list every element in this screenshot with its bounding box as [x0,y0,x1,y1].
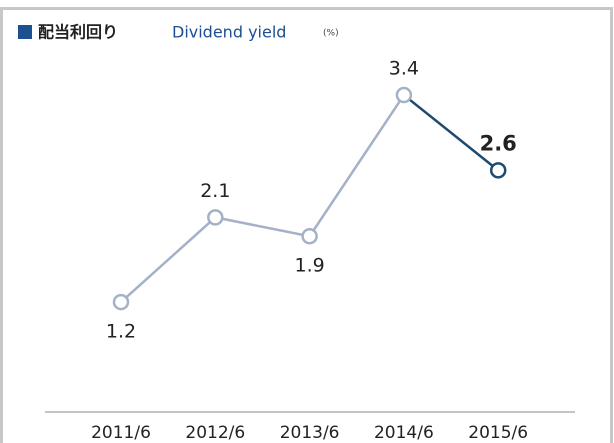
data-label: 1.9 [294,255,324,277]
x-tick-label: 2014/6 [374,423,434,443]
point [207,209,224,226]
point [301,227,318,245]
chart-title: 配当利回り [38,23,118,42]
point [112,293,130,311]
line [120,94,405,304]
data-label: 2.6 [480,131,517,155]
x-tick-label: 2011/6 [91,423,151,443]
x-tick-label: 2013/6 [280,423,340,443]
frame [0,7,613,443]
unit-label: (%) [323,29,339,39]
chart-subtitle: Dividend yield [172,23,286,42]
data-label: 2.1 [200,180,230,202]
data-label: 3.4 [389,58,419,80]
x-tick-label: 2012/6 [185,423,245,443]
point [395,86,413,104]
x-tick-label: 2015/6 [468,423,528,443]
point [489,162,507,179]
highlight-segment [403,94,499,172]
title-marker [18,25,32,39]
data-label: 1.2 [106,321,136,343]
